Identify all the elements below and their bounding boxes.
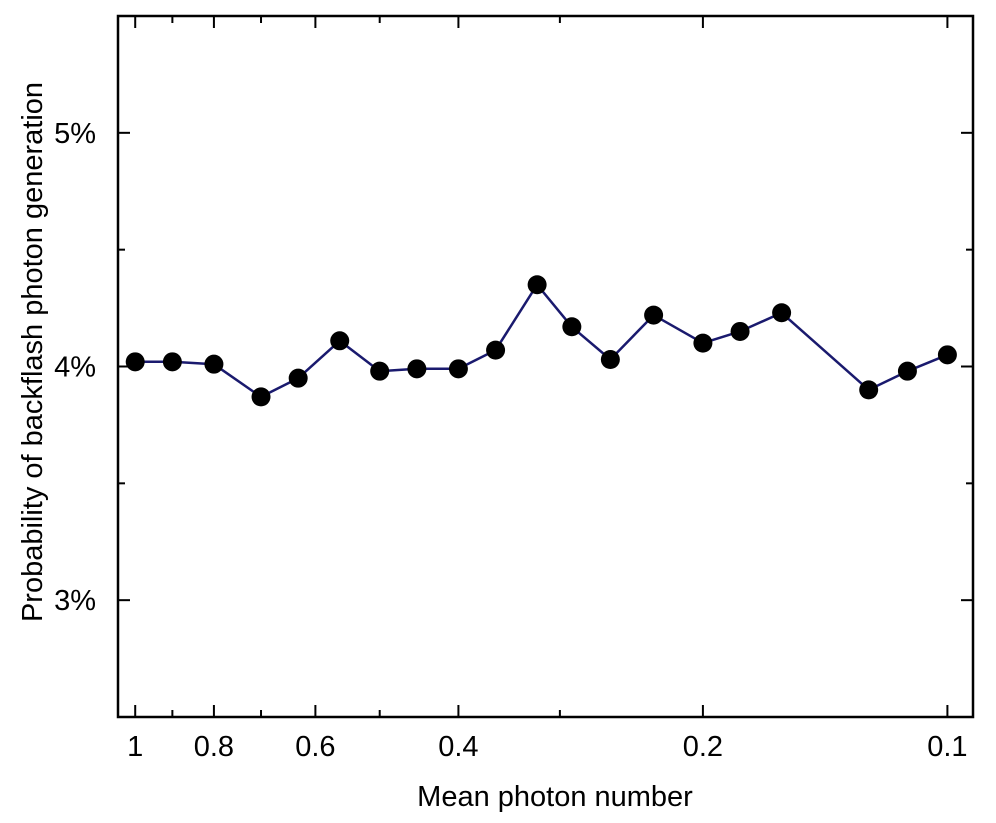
data-point — [897, 361, 917, 381]
data-point — [693, 333, 713, 353]
data-point — [859, 380, 879, 400]
x-tick-label: 0.4 — [438, 731, 478, 763]
x-tick-label: 0.2 — [683, 731, 723, 763]
x-tick-label: 0.1 — [927, 731, 967, 763]
series-lines — [135, 283, 948, 399]
data-point — [486, 340, 506, 360]
y-axis-title: Probability of backflash photon generati… — [17, 82, 49, 622]
x-tick-label: 1 — [127, 731, 143, 763]
series-line — [135, 283, 948, 399]
axis-ticks — [118, 16, 973, 717]
data-point — [937, 345, 957, 365]
y-tick-label: 5% — [54, 118, 96, 150]
data-point — [125, 352, 145, 372]
series-markers — [125, 275, 957, 407]
data-point — [730, 321, 750, 341]
data-point — [162, 352, 182, 372]
data-point — [204, 354, 224, 374]
data-point — [330, 331, 350, 351]
data-point — [644, 305, 664, 325]
data-point — [600, 349, 620, 369]
x-tick-label: 0.8 — [194, 731, 234, 763]
data-point — [407, 359, 427, 379]
x-axis-title: Mean photon number — [417, 781, 693, 813]
data-point — [562, 317, 582, 337]
data-point — [448, 359, 468, 379]
data-point — [527, 275, 547, 295]
data-point — [370, 361, 390, 381]
data-point — [251, 387, 271, 407]
data-point — [288, 368, 308, 388]
y-tick-label: 3% — [54, 585, 96, 617]
y-tick-label: 4% — [54, 352, 96, 384]
axis-tick-labels: 1 0.8 0.6 0.4 0.2 0.1 3% 4% 5% — [54, 118, 967, 763]
data-point — [772, 303, 792, 323]
plot-frame — [116, 14, 975, 719]
x-tick-label: 0.6 — [295, 731, 335, 763]
